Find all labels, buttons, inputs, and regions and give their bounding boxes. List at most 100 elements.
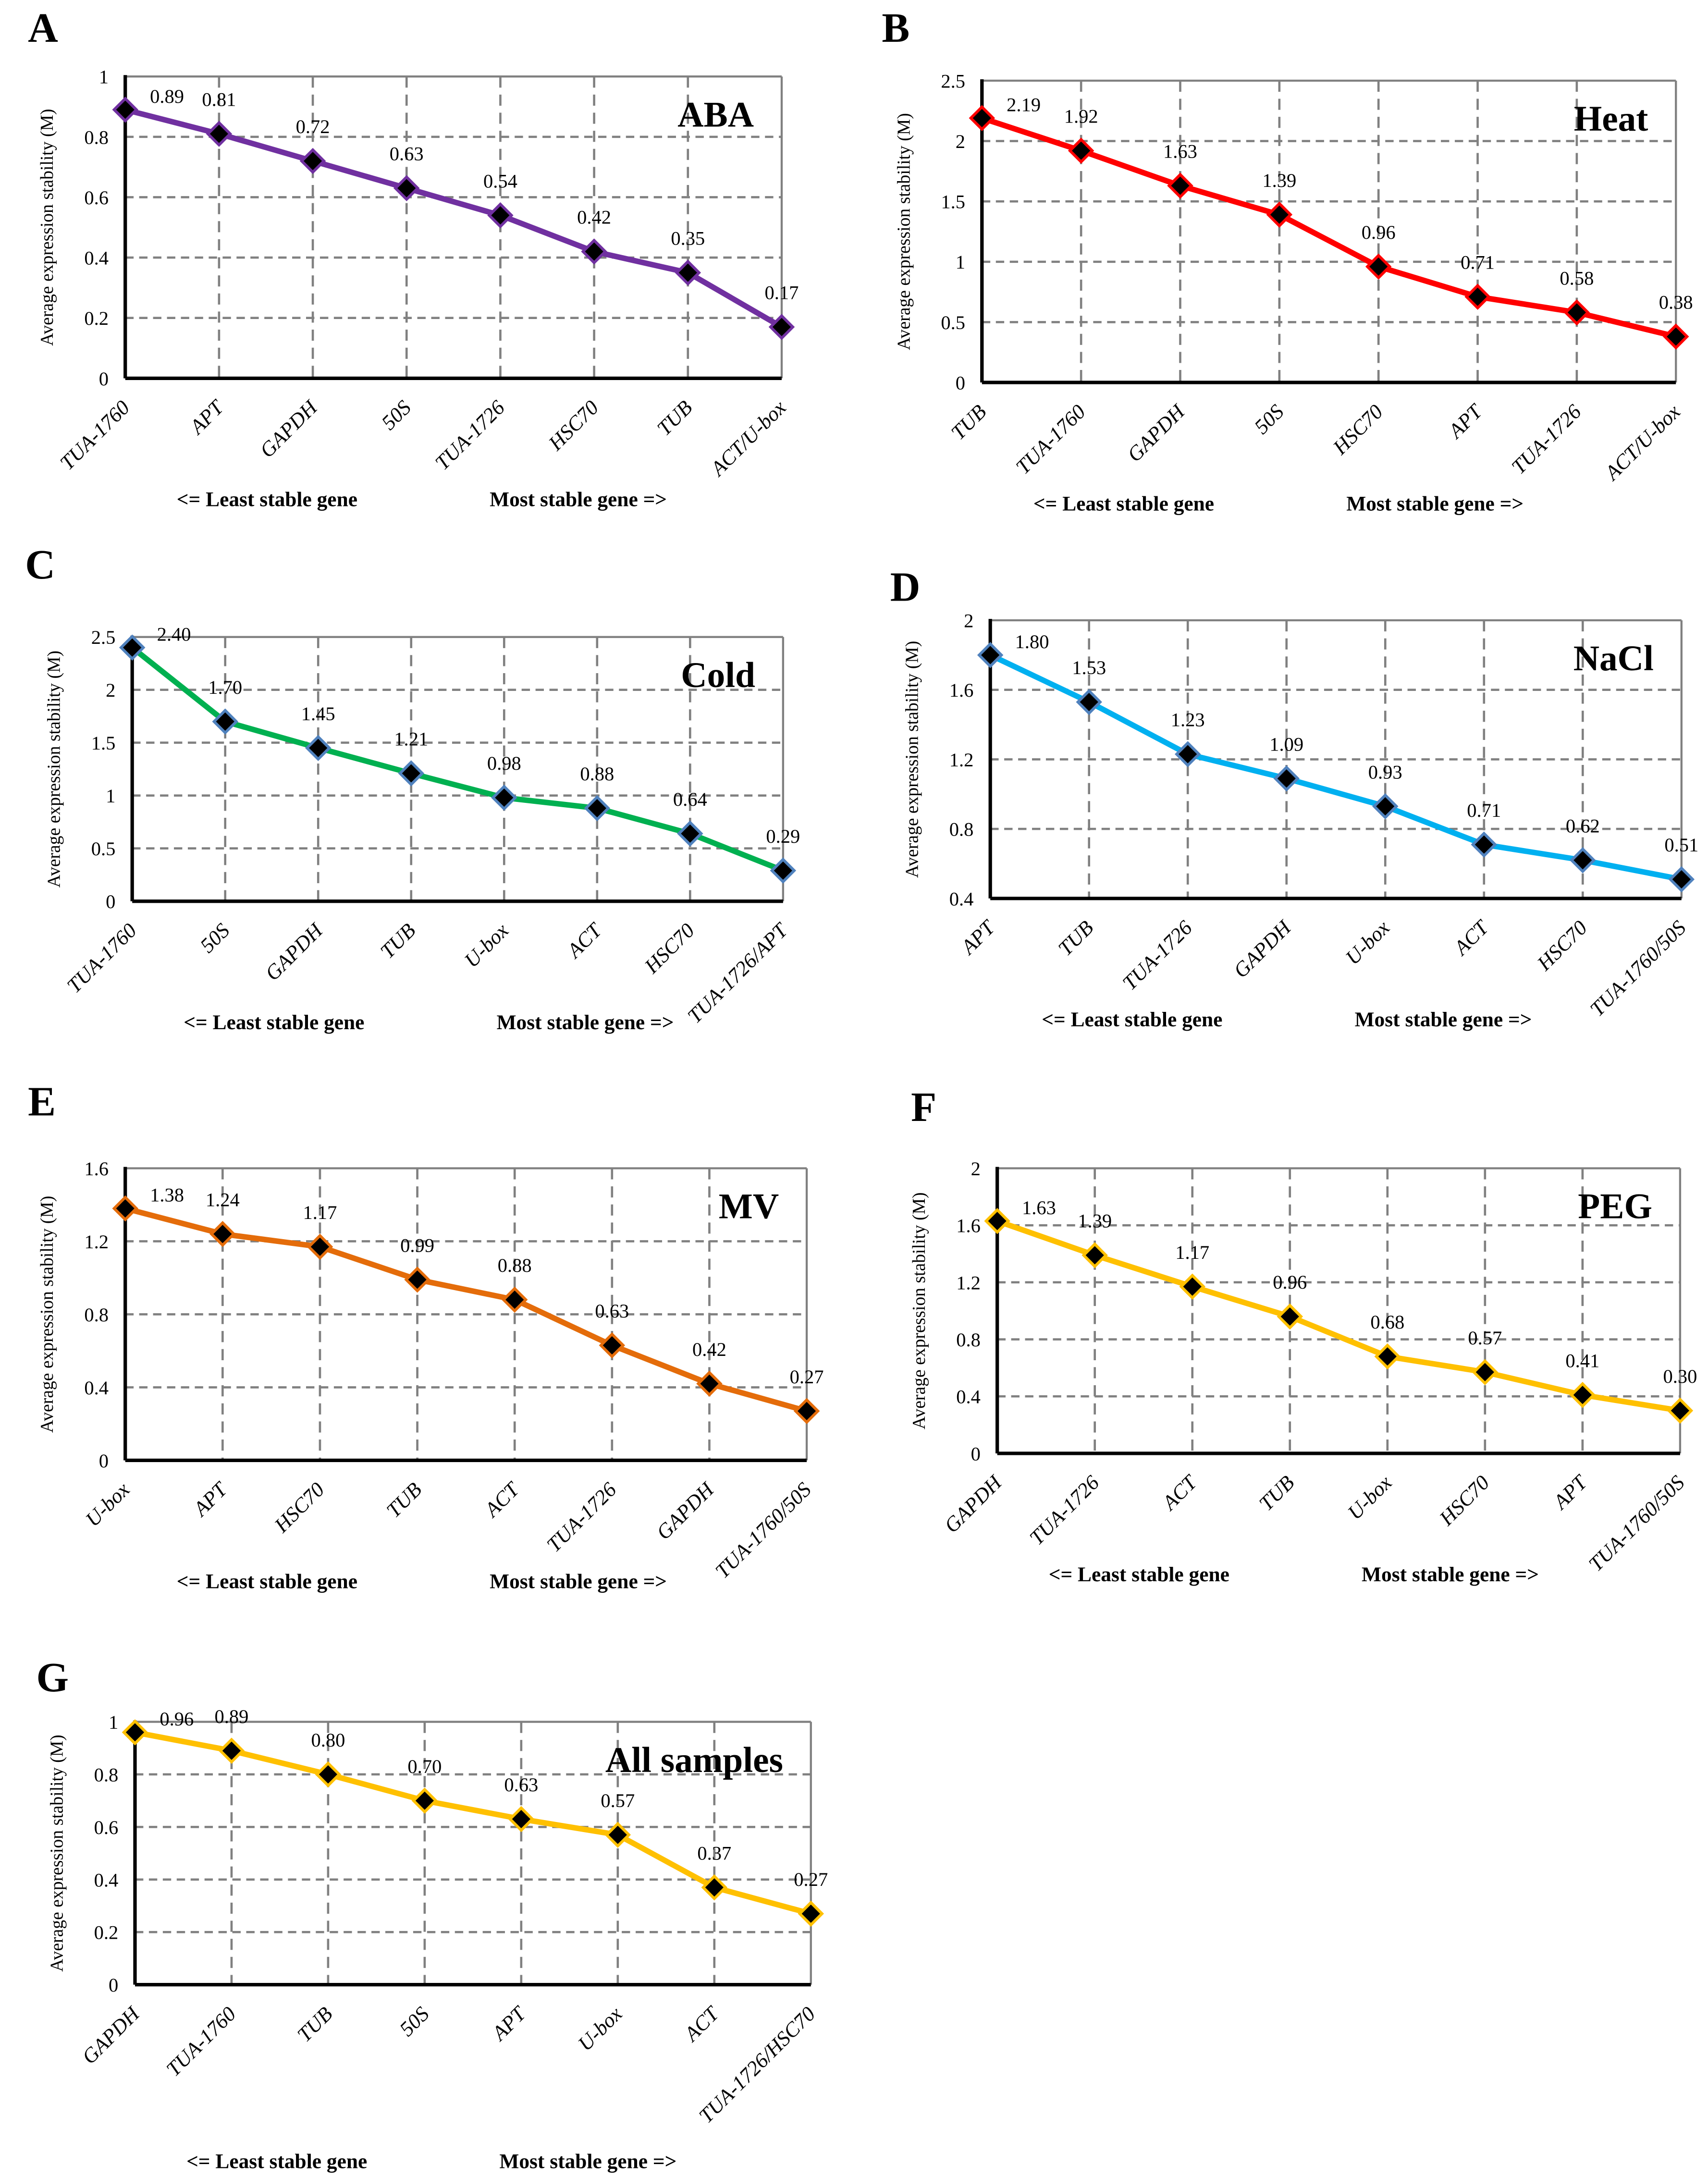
data-label: 0.38	[1659, 292, 1693, 313]
x-tick-label: HSC70	[1435, 1471, 1494, 1531]
y-tick-label: 2	[971, 1158, 981, 1180]
y-tick-label: 0.4	[949, 888, 974, 910]
x-tick-label: U-box	[574, 2002, 627, 2055]
data-label: 1.39	[1078, 1210, 1112, 1232]
data-point-marker	[1273, 765, 1300, 792]
data-point-marker	[393, 175, 420, 201]
data-point-marker	[675, 259, 701, 286]
x-tick-label: GAPDH	[256, 395, 323, 462]
x-tick-label: GAPDH	[652, 1477, 719, 1544]
data-label: 0.81	[202, 89, 236, 111]
data-point-marker	[1374, 1343, 1401, 1370]
data-label: 1.23	[1171, 709, 1205, 731]
data-point-marker	[491, 784, 517, 811]
y-tick-label: 2.5	[941, 70, 965, 92]
x-tick-label: APT	[487, 2001, 531, 2046]
data-label: 0.63	[595, 1300, 629, 1322]
y-tick-label: 0.4	[956, 1386, 981, 1408]
most-stable-caption: Most stable gene =>	[490, 488, 667, 511]
y-tick-label: 0.4	[94, 1869, 119, 1891]
data-point-marker	[770, 857, 797, 884]
y-tick-label: 0.6	[94, 1817, 119, 1838]
x-tick-label: TUB	[653, 396, 697, 440]
most-stable-caption: Most stable gene =>	[1362, 1563, 1539, 1586]
x-tick-label: ACT/U-box	[1599, 400, 1685, 486]
x-tick-label: TUB	[1254, 1471, 1299, 1515]
y-tick-label: 0.8	[956, 1329, 981, 1351]
data-point-marker	[112, 97, 138, 123]
data-point-marker	[305, 735, 332, 761]
least-stable-caption: <= Least stable gene	[177, 488, 357, 511]
data-point-marker	[1464, 283, 1491, 310]
data-label: 1.63	[1163, 141, 1197, 162]
data-point-marker	[793, 1398, 820, 1425]
y-tick-label: 0.2	[94, 1922, 119, 1944]
data-label: 0.27	[794, 1869, 828, 1890]
data-label: 0.63	[390, 143, 424, 165]
data-point-marker	[212, 708, 238, 735]
x-tick-label: TUA-1726	[1118, 916, 1197, 995]
series-line	[124, 107, 783, 330]
x-tick-label: TUA-1760/50S	[1584, 1471, 1689, 1576]
chart-panel-b: B 0 0.5 1 1.5 2 2.5 Heat 2.19 TUB 1.92 TUA-1760 1.63…	[882, 5, 1693, 515]
data-point-marker	[1365, 253, 1392, 280]
most-stable-caption: Most stable gene =>	[1346, 492, 1524, 515]
data-label: 1.53	[1072, 657, 1106, 678]
data-label: 0.35	[671, 228, 705, 249]
x-tick-label: TUA-1760	[62, 919, 141, 997]
data-label: 1.38	[150, 1184, 184, 1206]
data-point-marker	[701, 1874, 728, 1901]
x-tick-label: TUA-1726	[542, 1478, 621, 1557]
data-point-marker	[984, 1208, 1010, 1234]
data-point-marker	[119, 634, 146, 661]
data-label: 1.80	[1015, 631, 1049, 652]
x-tick-label: TUA-1760	[1011, 400, 1090, 479]
chart-title: PEG	[1578, 1187, 1652, 1227]
chart-title: NaCl	[1573, 639, 1654, 678]
series-line	[989, 652, 1682, 882]
data-label: 2.40	[157, 623, 191, 645]
data-point-marker	[969, 105, 995, 132]
data-label: 0.42	[577, 207, 611, 228]
x-tick-label: HSC70	[270, 1478, 329, 1538]
data-label: 0.80	[311, 1729, 345, 1751]
data-label: 0.51	[1664, 834, 1698, 856]
y-tick-label: 1.5	[941, 191, 965, 213]
x-tick-label: U-box	[460, 919, 513, 972]
data-label: 0.72	[296, 116, 330, 137]
x-tick-label: GAPDH	[78, 2002, 145, 2069]
x-tick-label: ACT	[1449, 915, 1494, 960]
data-label: 0.71	[1467, 800, 1501, 821]
panel-letter: A	[28, 5, 58, 51]
data-point-marker	[604, 1821, 631, 1848]
chart-title: ABA	[677, 95, 754, 135]
x-tick-label: GAPDH	[1123, 399, 1190, 467]
y-tick-label: 0.8	[84, 126, 109, 148]
data-label: 0.98	[487, 752, 521, 774]
data-label: 0.29	[766, 825, 800, 847]
most-stable-caption: Most stable gene =>	[490, 1570, 667, 1593]
y-axis-label: Average expression stability (M)	[37, 1196, 57, 1433]
x-tick-label: HSC70	[1328, 400, 1388, 460]
least-stable-caption: <= Least stable gene	[186, 2150, 367, 2173]
data-point-marker	[411, 1787, 438, 1814]
y-tick-label: 2	[956, 131, 965, 152]
data-label: 0.62	[1566, 815, 1600, 837]
x-tick-label: U-box	[1343, 1471, 1397, 1525]
data-label: 0.70	[407, 1756, 442, 1777]
data-point-marker	[1266, 201, 1293, 228]
data-label: 0.42	[692, 1339, 726, 1360]
panel-letter: E	[28, 1078, 56, 1124]
data-point-marker	[1068, 137, 1094, 164]
data-point-marker	[1167, 172, 1193, 199]
data-label: 0.17	[765, 282, 799, 304]
data-label: 0.41	[1565, 1350, 1599, 1371]
data-point-marker	[977, 642, 1004, 668]
x-tick-label: U-box	[81, 1478, 135, 1531]
x-tick-label: 50S	[196, 919, 234, 958]
data-point-marker	[508, 1806, 535, 1833]
data-label: 1.39	[1262, 170, 1296, 191]
y-tick-label: 0.8	[84, 1304, 109, 1326]
chart-title: MV	[719, 1187, 779, 1227]
